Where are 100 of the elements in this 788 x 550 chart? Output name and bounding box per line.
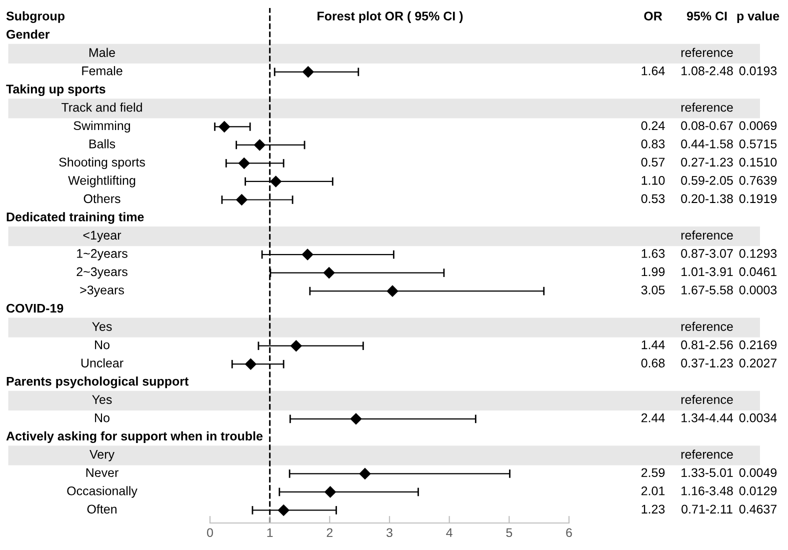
y-tick-label: Others: [84, 194, 120, 204]
text: 0.0193: [739, 66, 777, 76]
y-tick-label: 1~2years: [77, 249, 128, 260]
point: [245, 358, 256, 370]
text: reference: [681, 102, 733, 112]
data-label: 2.01: [641, 486, 665, 496]
y-tick-label: Swimming: [74, 120, 130, 133]
text: 0.0461: [739, 267, 777, 276]
text: 0.59-2.05: [681, 176, 733, 185]
y-tick-label: Balls: [89, 139, 116, 148]
y-tick-label: No: [95, 340, 110, 350]
data-label: 1.63: [642, 249, 665, 258]
text: 0.44-1.58: [681, 139, 733, 148]
y-tick-label: Yes: [92, 322, 112, 331]
text: Parents psychological support: [6, 376, 189, 388]
point: [218, 121, 230, 132]
text: 0.1919: [739, 194, 777, 204]
text: 0.5715: [739, 139, 777, 148]
point: [350, 413, 362, 425]
point: [270, 176, 282, 188]
x-tick-label: 2: [326, 528, 333, 537]
text: 0.81-2.56: [681, 340, 733, 350]
text: 0.7639: [739, 176, 777, 185]
y-tick-label: Weightlifting: [68, 176, 136, 188]
data-label: 3.05: [641, 286, 665, 294]
data-label: 0.57: [641, 158, 665, 167]
data-label: 1.23: [642, 504, 665, 514]
x-tick-label: 6: [566, 528, 572, 538]
y-tick-label: No: [95, 414, 110, 422]
text: Gender: [6, 30, 50, 39]
data-label: 0.53: [641, 194, 665, 204]
y-tick-label: Yes: [92, 395, 112, 404]
point: [238, 158, 250, 169]
point: [323, 267, 335, 278]
point: [236, 194, 248, 206]
text: 1.01-3.91: [682, 267, 733, 276]
point: [290, 340, 302, 352]
point: [359, 468, 371, 480]
data-label: 1.10: [642, 176, 665, 185]
data-label: 0.83: [641, 139, 665, 148]
text: 0.87-3.07: [681, 249, 733, 258]
y-tick-label: Often: [87, 504, 116, 514]
y-tick-label: Female: [82, 66, 122, 76]
text: 0.4637: [739, 504, 776, 514]
text: 0.20-1.38: [681, 194, 733, 204]
text: 0.1293: [739, 249, 777, 258]
text: 1.34-4.44: [682, 413, 734, 422]
text: 0.37-1.23: [681, 358, 733, 368]
point: [386, 285, 398, 297]
text: 0.0003: [739, 286, 777, 294]
text: 0.27-1.23: [681, 158, 733, 167]
text: reference: [681, 394, 733, 404]
text: 1.33-5.01: [682, 468, 733, 478]
y-tick-label: <1year: [83, 230, 122, 242]
y-tick-label: >3years: [80, 286, 124, 297]
text: 0.08-0.67: [681, 121, 733, 130]
x-tick-label: 5: [506, 528, 512, 538]
y-tick-label: Shooting sports: [59, 157, 145, 170]
text: 0.0129: [739, 486, 777, 496]
text: Dedicated training time: [6, 212, 144, 224]
text: 0.71-2.11: [682, 504, 732, 514]
point: [254, 139, 266, 151]
text: Taking up sports: [6, 84, 106, 96]
point: [302, 66, 314, 78]
text: 0.1510: [739, 158, 777, 167]
x-tick-label: 0: [207, 528, 213, 538]
text: p value: [737, 11, 780, 23]
y-tick-label: Track and field: [62, 102, 142, 112]
data-label: 0.68: [641, 358, 665, 368]
text: 0.0069: [739, 121, 777, 130]
text: OR: [644, 12, 662, 20]
x-tick-label: 4: [446, 528, 452, 537]
y-tick-label: 2~3years: [76, 267, 128, 279]
y-tick-label: Unclear: [81, 358, 124, 368]
text: 95% CI: [686, 12, 727, 20]
text: reference: [681, 322, 733, 331]
text: 1.16-3.48: [682, 486, 733, 496]
data-label: 1.44: [642, 340, 665, 350]
data-label: 1.99: [642, 267, 665, 276]
text: reference: [681, 450, 733, 459]
x-tick-label: 1: [267, 528, 273, 537]
point: [324, 486, 336, 498]
text: 0.2027: [739, 358, 776, 368]
x-tick-label: 3: [386, 528, 392, 538]
data-label: 0.24: [641, 121, 665, 130]
text: COVID-19: [6, 304, 64, 313]
chart-title: Forest plot OR ( 95% CI ): [318, 11, 463, 23]
data-label: 1.64: [642, 66, 665, 76]
text: 0.2169: [739, 340, 777, 350]
y-tick-label: Very: [90, 450, 114, 462]
annotation: Actively asking for support when in trouble: [6, 431, 263, 444]
text: reference: [681, 230, 733, 240]
y-tick-label: Never: [86, 468, 118, 478]
text: 1.08-2.48: [682, 66, 733, 76]
data-label: 2.59: [641, 468, 665, 478]
y-axis-title: Subgroup: [6, 11, 64, 23]
point: [302, 248, 314, 260]
text: reference: [681, 48, 733, 58]
text: 1.67-5.58: [682, 286, 733, 294]
point: [278, 504, 290, 516]
